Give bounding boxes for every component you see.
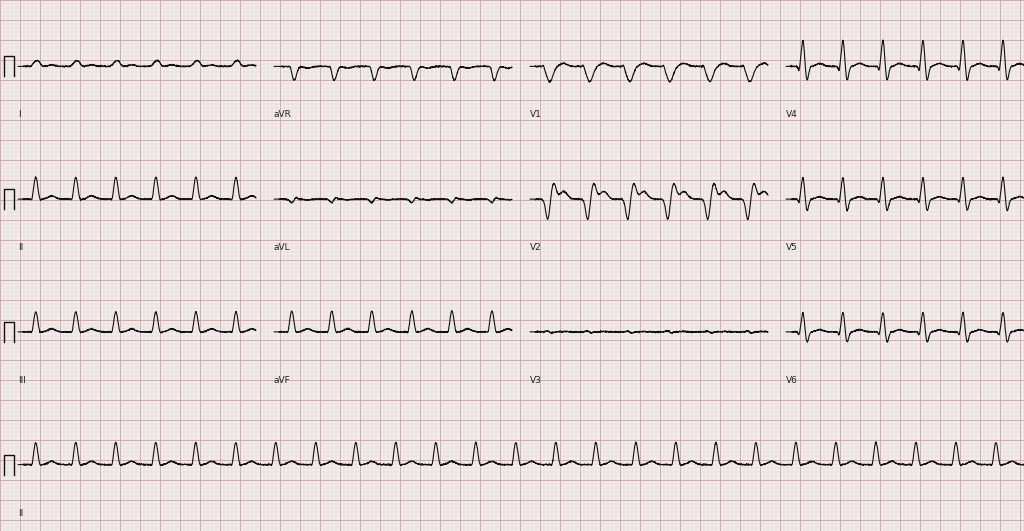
Text: V2: V2 (530, 243, 542, 252)
Text: aVF: aVF (274, 376, 291, 385)
Text: I: I (18, 110, 20, 119)
Text: aVR: aVR (274, 110, 292, 119)
Text: V6: V6 (786, 376, 798, 385)
Text: V3: V3 (530, 376, 542, 385)
Text: V4: V4 (786, 110, 798, 119)
Text: II: II (18, 243, 24, 252)
Text: III: III (18, 376, 26, 385)
Text: aVL: aVL (274, 243, 291, 252)
Text: V5: V5 (786, 243, 798, 252)
Text: V1: V1 (530, 110, 542, 119)
Text: II: II (18, 509, 24, 518)
